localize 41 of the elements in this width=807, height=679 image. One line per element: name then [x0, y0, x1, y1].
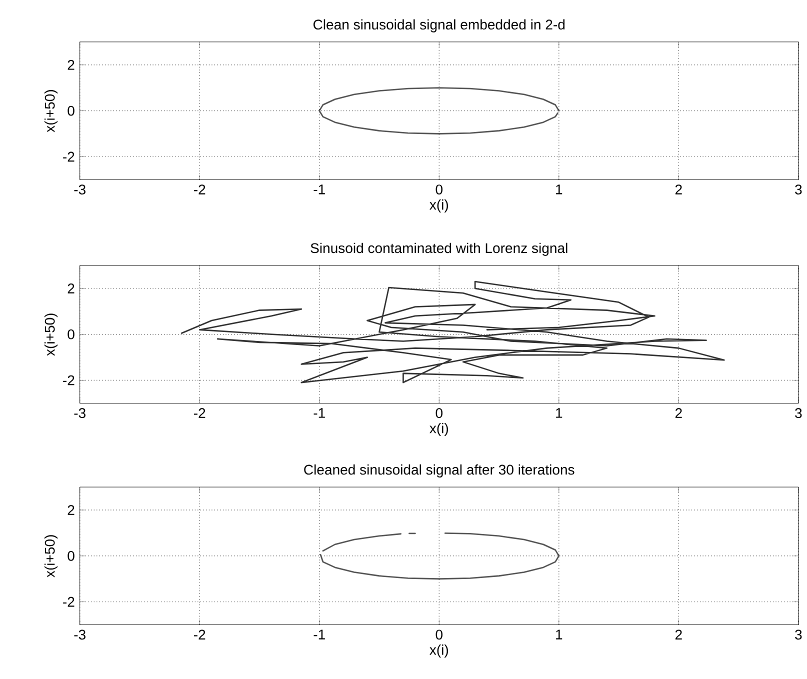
- x-tick-label: 0: [436, 630, 442, 640]
- x-tick-label: 2: [675, 630, 682, 640]
- y-tick-label: -2: [63, 376, 74, 386]
- y-tick-label: -2: [63, 152, 74, 162]
- y-tick-label: 2: [68, 284, 74, 294]
- x-tick-label: 0: [436, 408, 442, 418]
- y-tick-label: 2: [68, 60, 74, 70]
- line-series: [318, 87, 560, 135]
- x-tick-label: -1: [314, 408, 325, 418]
- x-tick-label: 1: [556, 630, 562, 640]
- x-tick-label: -1: [314, 630, 325, 640]
- x-tick-label: 3: [795, 184, 802, 195]
- y-axis-title: x(i+50): [44, 314, 58, 356]
- x-tick-label: -3: [74, 184, 86, 195]
- x-axis-title: x(i): [430, 644, 448, 658]
- y-axis-title: x(i+50): [44, 535, 58, 578]
- x-tick-label: -2: [194, 630, 206, 640]
- chart-title: Cleaned sinusoidal signal after 30 iterations: [304, 464, 574, 478]
- x-tick-label: -1: [314, 184, 325, 194]
- x-axis-title: x(i): [430, 423, 448, 436]
- x-tick-label: -3: [74, 630, 86, 640]
- x-axis-title: x(i): [430, 200, 448, 213]
- x-tick-label: 2: [675, 408, 682, 418]
- x-tick-label: -2: [194, 184, 206, 195]
- y-tick-label: 0: [68, 106, 74, 116]
- y-tick-label: 0: [68, 551, 74, 562]
- y-axis-title: x(i+50): [44, 90, 58, 132]
- x-tick-label: 1: [556, 408, 562, 418]
- x-tick-label: 1: [556, 184, 562, 194]
- y-tick-label: -2: [63, 597, 74, 607]
- x-tick-label: 3: [795, 408, 802, 418]
- y-tick-label: 0: [68, 330, 74, 340]
- x-tick-label: -2: [194, 408, 206, 418]
- x-tick-label: 3: [795, 630, 802, 640]
- x-tick-label: 2: [675, 184, 682, 195]
- x-tick-label: -3: [74, 408, 86, 418]
- x-tick-label: 0: [436, 184, 442, 195]
- y-tick-label: 2: [68, 505, 74, 516]
- chart-title: Sinusoid contaminated with Lorenz signal: [310, 243, 568, 256]
- chart-title: Clean sinusoidal signal embedded in 2-d: [313, 19, 565, 33]
- line-series: [180, 281, 725, 384]
